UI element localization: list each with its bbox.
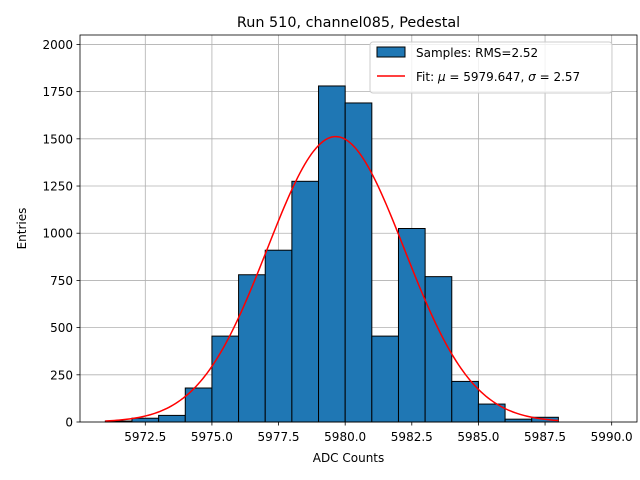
- y-tick-label: 500: [50, 321, 73, 335]
- legend: Samples: RMS=2.52 Fit: μ = 5979.647, σ =…: [369, 41, 613, 94]
- histogram-bar: [211, 335, 240, 423]
- fit-curve: [105, 135, 559, 422]
- x-tick-label: 5982.5: [391, 430, 433, 444]
- histogram-bar: [131, 417, 160, 423]
- y-tick-label: 2000: [42, 38, 73, 52]
- histogram-bar: [451, 380, 479, 423]
- y-tick-label: 1500: [42, 132, 73, 146]
- x-tick-label: 5987.5: [524, 430, 566, 444]
- legend-hist-swatch: [376, 46, 406, 58]
- y-tick-label: 250: [50, 368, 73, 382]
- histogram-bar: [264, 249, 293, 423]
- y-tick-label: 1750: [42, 85, 73, 99]
- histogram-bar: [424, 276, 453, 423]
- x-axis-label: ADC Counts: [313, 451, 385, 465]
- histogram-bar: [291, 180, 320, 423]
- legend-box: [369, 41, 613, 94]
- y-tick-label: 750: [50, 274, 73, 288]
- legend-hist-label: Samples: RMS=2.52: [416, 46, 538, 60]
- histogram-bar: [371, 335, 399, 423]
- y-tick-label: 1000: [42, 227, 73, 241]
- x-tick-label: 5972.5: [124, 430, 166, 444]
- histogram-bar: [504, 418, 533, 423]
- histogram-bar: [238, 274, 266, 423]
- axes-frame: [79, 34, 638, 423]
- legend-fit-label: Fit: μ = 5979.647, σ = 2.57: [416, 70, 580, 84]
- y-axis-label: Entries: [15, 208, 29, 250]
- y-axis-ticks: 0 250 500 750 1000 1250 1500 1750 2000: [42, 38, 80, 430]
- y-tick-label: 1250: [42, 180, 73, 194]
- y-tick-label: 0: [65, 416, 73, 430]
- x-axis-ticks: 5972.5 5975.0 5977.5 5980.0 5982.5 5985.0 5987…: [124, 422, 633, 444]
- chart-title: Run 510, channel085, Pedestal: [237, 15, 460, 31]
- histogram-bar: [158, 414, 186, 423]
- x-tick-label: 5977.5: [258, 430, 300, 444]
- x-tick-label: 5975.0: [191, 430, 233, 444]
- x-tick-label: 5985.0: [457, 430, 499, 444]
- x-tick-label: 5980.0: [324, 430, 366, 444]
- histogram-bar: [397, 228, 426, 423]
- x-tick-label: 5990.0: [591, 430, 633, 444]
